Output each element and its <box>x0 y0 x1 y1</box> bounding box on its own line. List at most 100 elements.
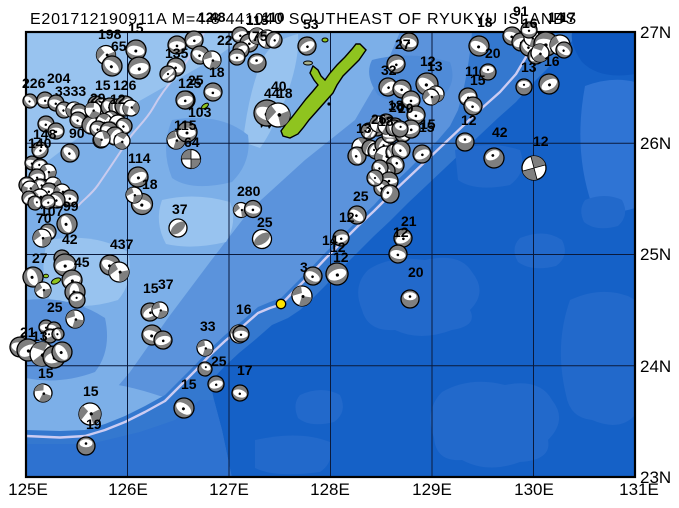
svg-text:12: 12 <box>330 239 346 255</box>
svg-text:3333: 3333 <box>55 83 86 99</box>
svg-text:E201712190911A M=4.8 441040 SO: E201712190911A M=4.8 441040 SOUTHEAST OF… <box>30 11 577 28</box>
svg-text:3: 3 <box>300 259 308 275</box>
svg-text:25N: 25N <box>640 245 671 264</box>
svg-text:126E: 126E <box>108 480 148 499</box>
svg-text:65: 65 <box>111 38 127 54</box>
svg-text:115: 115 <box>246 12 269 28</box>
svg-text:135: 135 <box>165 45 189 61</box>
svg-text:140: 140 <box>28 135 52 151</box>
svg-text:14: 14 <box>322 232 338 248</box>
svg-text:18: 18 <box>378 113 394 129</box>
svg-text:15: 15 <box>143 280 159 296</box>
svg-text:32: 32 <box>381 62 397 78</box>
svg-text:45: 45 <box>74 254 90 270</box>
svg-text:26: 26 <box>371 111 387 127</box>
svg-text:125: 125 <box>178 75 202 91</box>
svg-text:280: 280 <box>237 183 261 199</box>
svg-text:129E: 129E <box>412 480 452 499</box>
svg-text:12: 12 <box>461 112 477 128</box>
svg-text:29: 29 <box>90 90 106 106</box>
svg-text:12: 12 <box>339 209 355 225</box>
svg-text:126: 126 <box>113 77 137 93</box>
svg-text:13: 13 <box>32 328 48 344</box>
svg-text:18: 18 <box>142 176 158 192</box>
svg-text:131E: 131E <box>619 480 659 499</box>
svg-text:21: 21 <box>401 213 417 229</box>
svg-text:128E: 128E <box>310 480 350 499</box>
svg-text:17: 17 <box>560 9 576 25</box>
svg-text:12: 12 <box>198 9 214 25</box>
svg-text:19: 19 <box>86 416 102 432</box>
svg-text:53: 53 <box>303 16 319 32</box>
svg-text:198: 198 <box>98 26 122 42</box>
svg-text:24N: 24N <box>640 357 671 376</box>
svg-text:27: 27 <box>395 36 411 52</box>
svg-text:125E: 125E <box>8 480 48 499</box>
svg-text:226: 226 <box>22 75 46 91</box>
svg-text:20: 20 <box>408 264 424 280</box>
svg-text:23N: 23N <box>640 468 671 487</box>
svg-text:37: 37 <box>172 201 188 217</box>
svg-text:75: 75 <box>252 28 268 44</box>
svg-text:18: 18 <box>477 14 493 30</box>
svg-text:15: 15 <box>38 365 54 381</box>
svg-text:25: 25 <box>257 214 273 230</box>
svg-text:25: 25 <box>353 188 369 204</box>
svg-text:148: 148 <box>33 126 57 142</box>
svg-text:15: 15 <box>420 116 436 132</box>
svg-text:14: 14 <box>548 9 564 25</box>
svg-text:99: 99 <box>63 198 79 214</box>
svg-text:15: 15 <box>470 72 486 88</box>
svg-text:12: 12 <box>393 224 409 240</box>
svg-text:15: 15 <box>95 77 111 93</box>
svg-text:64: 64 <box>184 134 200 150</box>
svg-text:90: 90 <box>69 125 85 141</box>
svg-text:13: 13 <box>427 58 443 74</box>
svg-text:17: 17 <box>237 362 253 378</box>
svg-text:42: 42 <box>492 124 508 140</box>
svg-text:27N: 27N <box>640 23 671 42</box>
svg-text:91: 91 <box>513 3 529 19</box>
svg-text:21: 21 <box>20 324 36 340</box>
svg-text:437: 437 <box>110 236 134 252</box>
svg-text:22: 22 <box>217 32 233 48</box>
svg-text:20: 20 <box>389 99 405 115</box>
svg-text:18: 18 <box>209 64 225 80</box>
svg-text:15: 15 <box>419 119 435 135</box>
svg-text:12: 12 <box>333 249 349 265</box>
svg-text:115: 115 <box>174 117 197 133</box>
svg-text:127E: 127E <box>209 480 249 499</box>
svg-text:26N: 26N <box>640 134 671 153</box>
svg-text:18: 18 <box>277 85 293 101</box>
svg-text:25: 25 <box>188 72 204 88</box>
svg-text:15: 15 <box>181 376 197 392</box>
svg-text:103: 103 <box>188 104 212 120</box>
svg-text:48: 48 <box>210 9 226 25</box>
svg-text:110: 110 <box>262 9 285 25</box>
svg-text:204: 204 <box>47 70 71 86</box>
svg-text:16: 16 <box>544 53 560 69</box>
svg-text:107: 107 <box>40 203 64 219</box>
svg-text:16: 16 <box>236 301 252 317</box>
svg-text:16: 16 <box>522 15 538 31</box>
svg-text:27: 27 <box>32 250 48 266</box>
svg-text:13: 13 <box>356 120 372 136</box>
svg-text:130E: 130E <box>514 480 554 499</box>
svg-text:114: 114 <box>128 150 151 166</box>
svg-text:12: 12 <box>110 91 126 107</box>
svg-text:44: 44 <box>264 85 280 101</box>
svg-text:25: 25 <box>211 353 227 369</box>
svg-text:20: 20 <box>398 100 414 116</box>
svg-text:15: 15 <box>83 383 99 399</box>
svg-text:37: 37 <box>158 276 174 292</box>
svg-text:20: 20 <box>485 45 501 61</box>
svg-text:18: 18 <box>388 97 404 113</box>
svg-text:12: 12 <box>420 53 436 69</box>
svg-text:70: 70 <box>36 210 52 226</box>
svg-text:11: 11 <box>465 63 480 79</box>
svg-text:25: 25 <box>47 299 63 315</box>
svg-text:13: 13 <box>521 59 537 75</box>
svg-text:33: 33 <box>200 318 216 334</box>
svg-text:15: 15 <box>128 20 144 36</box>
svg-text:12: 12 <box>533 133 549 149</box>
